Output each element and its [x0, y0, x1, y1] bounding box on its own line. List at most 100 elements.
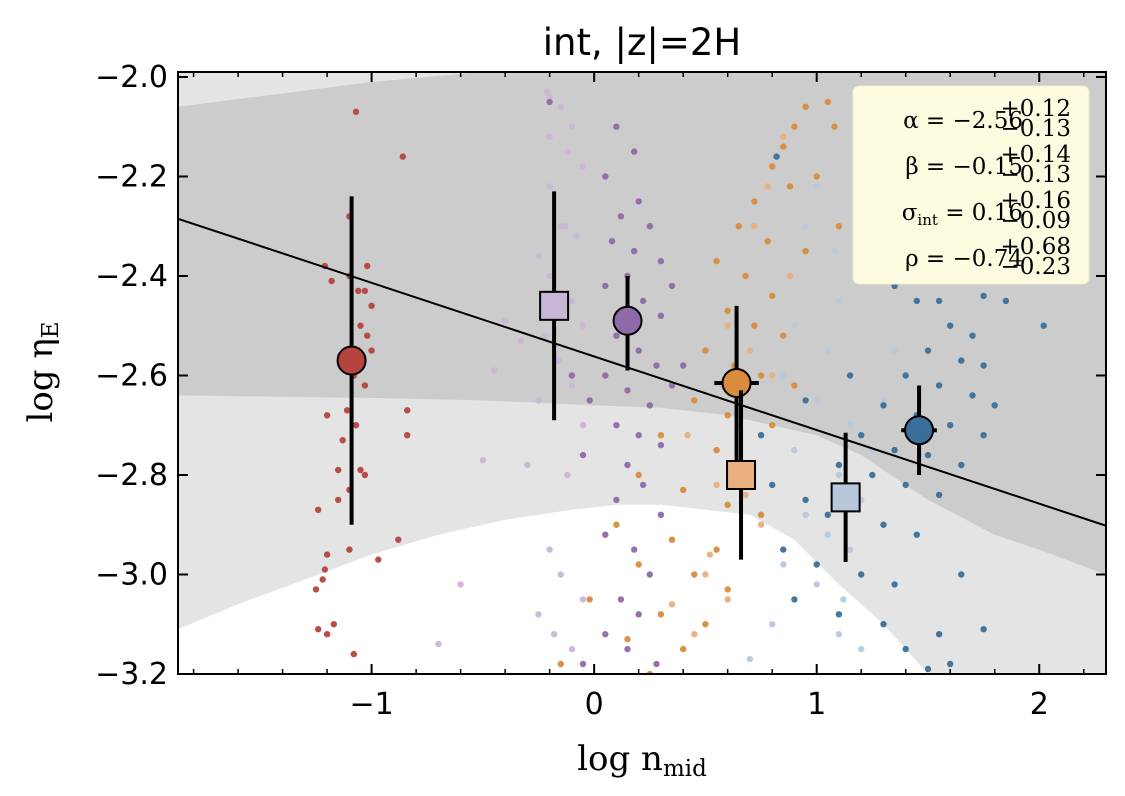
scatter-point: [357, 466, 364, 474]
scatter-point: [657, 441, 665, 449]
param-sub: −0.13: [1001, 116, 1071, 142]
x-tick-label: 0: [585, 687, 604, 722]
param-main: α = −2.56: [903, 108, 1023, 134]
param-sup: +0.68: [1001, 234, 1071, 260]
scatter-point: [802, 103, 809, 111]
y-tick-label: −3.2: [95, 657, 168, 692]
scatter-point: [713, 546, 720, 553]
scatter-point: [880, 402, 887, 409]
param-sup: +0.14: [1001, 142, 1071, 168]
scatter-point: [613, 422, 620, 429]
scatter-point: [375, 556, 382, 563]
scatter-point: [352, 422, 360, 429]
y-tick-label: −2.8: [95, 458, 168, 493]
scatter-point: [535, 252, 542, 260]
scatter-point: [613, 123, 620, 130]
scatter-point: [1040, 322, 1047, 329]
scatter-point: [352, 108, 360, 116]
param-sub: −0.13: [1001, 162, 1071, 188]
scatter-point: [751, 223, 758, 230]
scatter-point: [891, 446, 898, 454]
scatter-point: [742, 272, 749, 280]
scatter-point: [958, 571, 965, 578]
scatter-point: [501, 317, 509, 324]
scatter-point: [579, 451, 587, 459]
fit-parameters-box-bg: [852, 85, 1090, 285]
scatter-point: [780, 332, 787, 339]
scatter-point: [555, 357, 562, 364]
scatter-point: [791, 123, 798, 130]
scatter-point: [657, 611, 665, 618]
scatter-point: [924, 665, 932, 673]
scatter-point: [880, 397, 887, 404]
scatter-point: [557, 223, 564, 230]
scatter-point: [880, 521, 887, 528]
scatter-point: [404, 432, 411, 439]
scatter-point: [361, 471, 369, 479]
summary-marker-square: [830, 482, 861, 513]
scatter-point: [557, 660, 564, 668]
scatter-point: [323, 412, 331, 419]
scatter-point: [769, 372, 776, 379]
plot-frame: [177, 71, 1107, 675]
scatter-point: [813, 183, 820, 190]
scatter-point: [824, 511, 831, 518]
scatter-point: [769, 163, 776, 170]
scatter-point: [573, 233, 580, 240]
scatter-point: [947, 422, 954, 429]
scatter-point: [544, 88, 551, 96]
scatter-point: [404, 407, 411, 414]
scatter-point: [568, 645, 576, 653]
scatter-point: [724, 501, 731, 508]
scatter-point: [713, 257, 720, 265]
x-axis-label: log nmid: [577, 739, 707, 782]
scatter-point: [880, 621, 887, 628]
scatter-point: [691, 631, 698, 638]
scatter-point: [746, 655, 754, 663]
scatter-point: [846, 372, 854, 379]
scatter-point: [490, 367, 498, 374]
scatter-point: [657, 312, 665, 319]
scatter-point: [924, 347, 932, 354]
scatter-point: [368, 347, 375, 354]
scatter-point: [706, 551, 714, 558]
scatter-point: [579, 596, 587, 603]
scatter-point: [564, 148, 571, 155]
scatter-point: [361, 287, 369, 295]
scatter-point: [751, 198, 758, 205]
scatter-point: [813, 397, 820, 404]
scatter-point: [368, 302, 375, 309]
scatter-point: [323, 631, 331, 638]
scatter-point: [568, 372, 576, 379]
scatter-point: [635, 198, 642, 205]
scatter-point: [319, 576, 326, 583]
scatter-point: [786, 183, 794, 190]
scatter-point: [742, 491, 749, 499]
scatter-point: [858, 571, 865, 578]
scatter-point: [769, 621, 776, 628]
scatter-point: [846, 422, 854, 429]
scatter-point: [335, 466, 342, 474]
x-axis-label-main: log n: [577, 739, 663, 779]
scatter-point: [802, 223, 809, 230]
scatter-point: [840, 596, 847, 603]
scatter-point: [635, 347, 642, 354]
scatter-point: [891, 347, 898, 354]
scatter-point: [980, 292, 987, 300]
x-tick-label: −1: [349, 687, 393, 722]
scatter-point: [773, 153, 780, 160]
scatter-point: [746, 347, 754, 354]
y-tick-label: −2.4: [95, 259, 168, 294]
y-tick-label: −3.0: [95, 557, 168, 592]
scatter-point: [958, 357, 965, 364]
scatter-point: [395, 536, 402, 543]
scatter-point: [780, 546, 787, 553]
scatter-point: [646, 402, 653, 409]
scatter-point: [713, 481, 720, 489]
scatter-point: [835, 611, 843, 618]
scatter-point: [568, 382, 576, 389]
scatter-point: [713, 446, 720, 454]
scatter-point: [315, 626, 322, 633]
scatter-point: [568, 123, 576, 130]
scatter-point: [724, 322, 731, 329]
